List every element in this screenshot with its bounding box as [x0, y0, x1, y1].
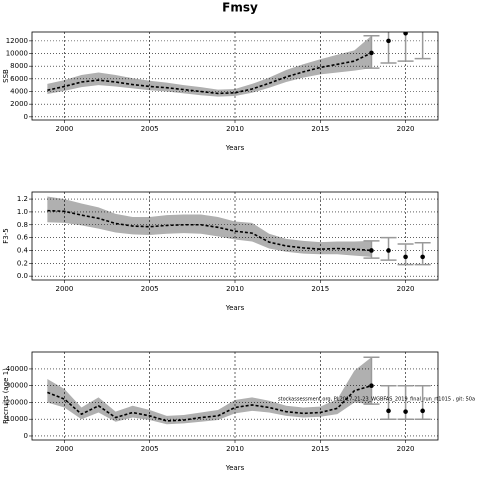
y-tick-label: 12000 [6, 37, 28, 45]
x-axis-label: Years [225, 464, 245, 472]
confidence-band [47, 357, 372, 425]
y-tick-label: 0.6 [17, 234, 29, 242]
confidence-band [47, 35, 372, 97]
y-tick-label: 10000 [6, 50, 28, 58]
y-tick-label: 1.2 [17, 195, 28, 203]
projection-point [403, 32, 408, 36]
projection-point [420, 408, 425, 414]
y-tick-label: 0.0 [17, 272, 28, 280]
plot-frame [31, 31, 439, 121]
series-line [47, 52, 372, 95]
y-tick-label: 30000 [6, 382, 28, 390]
y-tick-label: 10000 [6, 415, 28, 423]
figure-title: Fmsy [222, 1, 258, 15]
x-tick-label: 2000 [55, 125, 73, 133]
x-axis-label: Years [225, 144, 245, 152]
projection-point [420, 23, 425, 28]
projection-point [386, 408, 391, 414]
plot-area [32, 352, 438, 440]
projection-point [403, 254, 408, 260]
x-tick-label: 2020 [397, 445, 415, 453]
y-tick-label: 4000 [10, 88, 28, 96]
x-tick-label: 2010 [226, 125, 244, 133]
plot-frame [31, 191, 439, 281]
plot-area [32, 192, 438, 280]
x-tick-label: 2000 [55, 285, 73, 293]
y-tick-label: 20000 [6, 398, 28, 406]
annotation: stockassessment.org, PL2017-21-23_WGBFAS… [278, 397, 475, 403]
y-tick-label: 0.8 [17, 221, 28, 229]
y-tick-label: 40000 [6, 365, 28, 373]
projection-point [369, 248, 374, 253]
x-tick-label: 2005 [141, 445, 159, 453]
y-tick-label: 0 [24, 432, 28, 440]
x-tick-label: 2015 [311, 285, 329, 293]
x-tick-label: 2005 [141, 125, 159, 133]
y-tick-label: 0 [24, 113, 28, 121]
x-tick-label: 2020 [397, 285, 415, 293]
x-tick-label: 2015 [311, 125, 329, 133]
x-tick-label: 2010 [226, 445, 244, 453]
x-tick-label: 2000 [55, 445, 73, 453]
confidence-band [47, 196, 372, 257]
y-tick-label: 1.0 [17, 208, 28, 216]
series-line [47, 384, 372, 422]
projection-point [369, 50, 374, 56]
x-tick-label: 2020 [397, 125, 415, 133]
x-tick-label: 2005 [141, 285, 159, 293]
projection-point [386, 38, 391, 44]
projection-point [403, 409, 408, 414]
x-tick-label: 2015 [311, 445, 329, 453]
x-tick-label: 2010 [226, 285, 244, 293]
projection-point [369, 383, 374, 388]
y-axis-label: Recruits (age 1) [2, 368, 10, 424]
y-tick-label: 8000 [10, 62, 28, 70]
projection-point [386, 248, 391, 253]
plot-area [32, 23, 438, 120]
y-axis-label: SSB [2, 69, 10, 83]
series-line [47, 209, 372, 252]
x-axis-label: Years [225, 304, 245, 312]
y-tick-label: 6000 [10, 75, 28, 83]
y-tick-label: 2000 [10, 100, 28, 108]
y-tick-label: 0.4 [17, 246, 29, 254]
y-tick-label: 0.2 [17, 259, 28, 267]
plot-frame [31, 351, 439, 441]
y-axis-label: F3-5 [2, 228, 10, 243]
projection-point [420, 254, 425, 260]
